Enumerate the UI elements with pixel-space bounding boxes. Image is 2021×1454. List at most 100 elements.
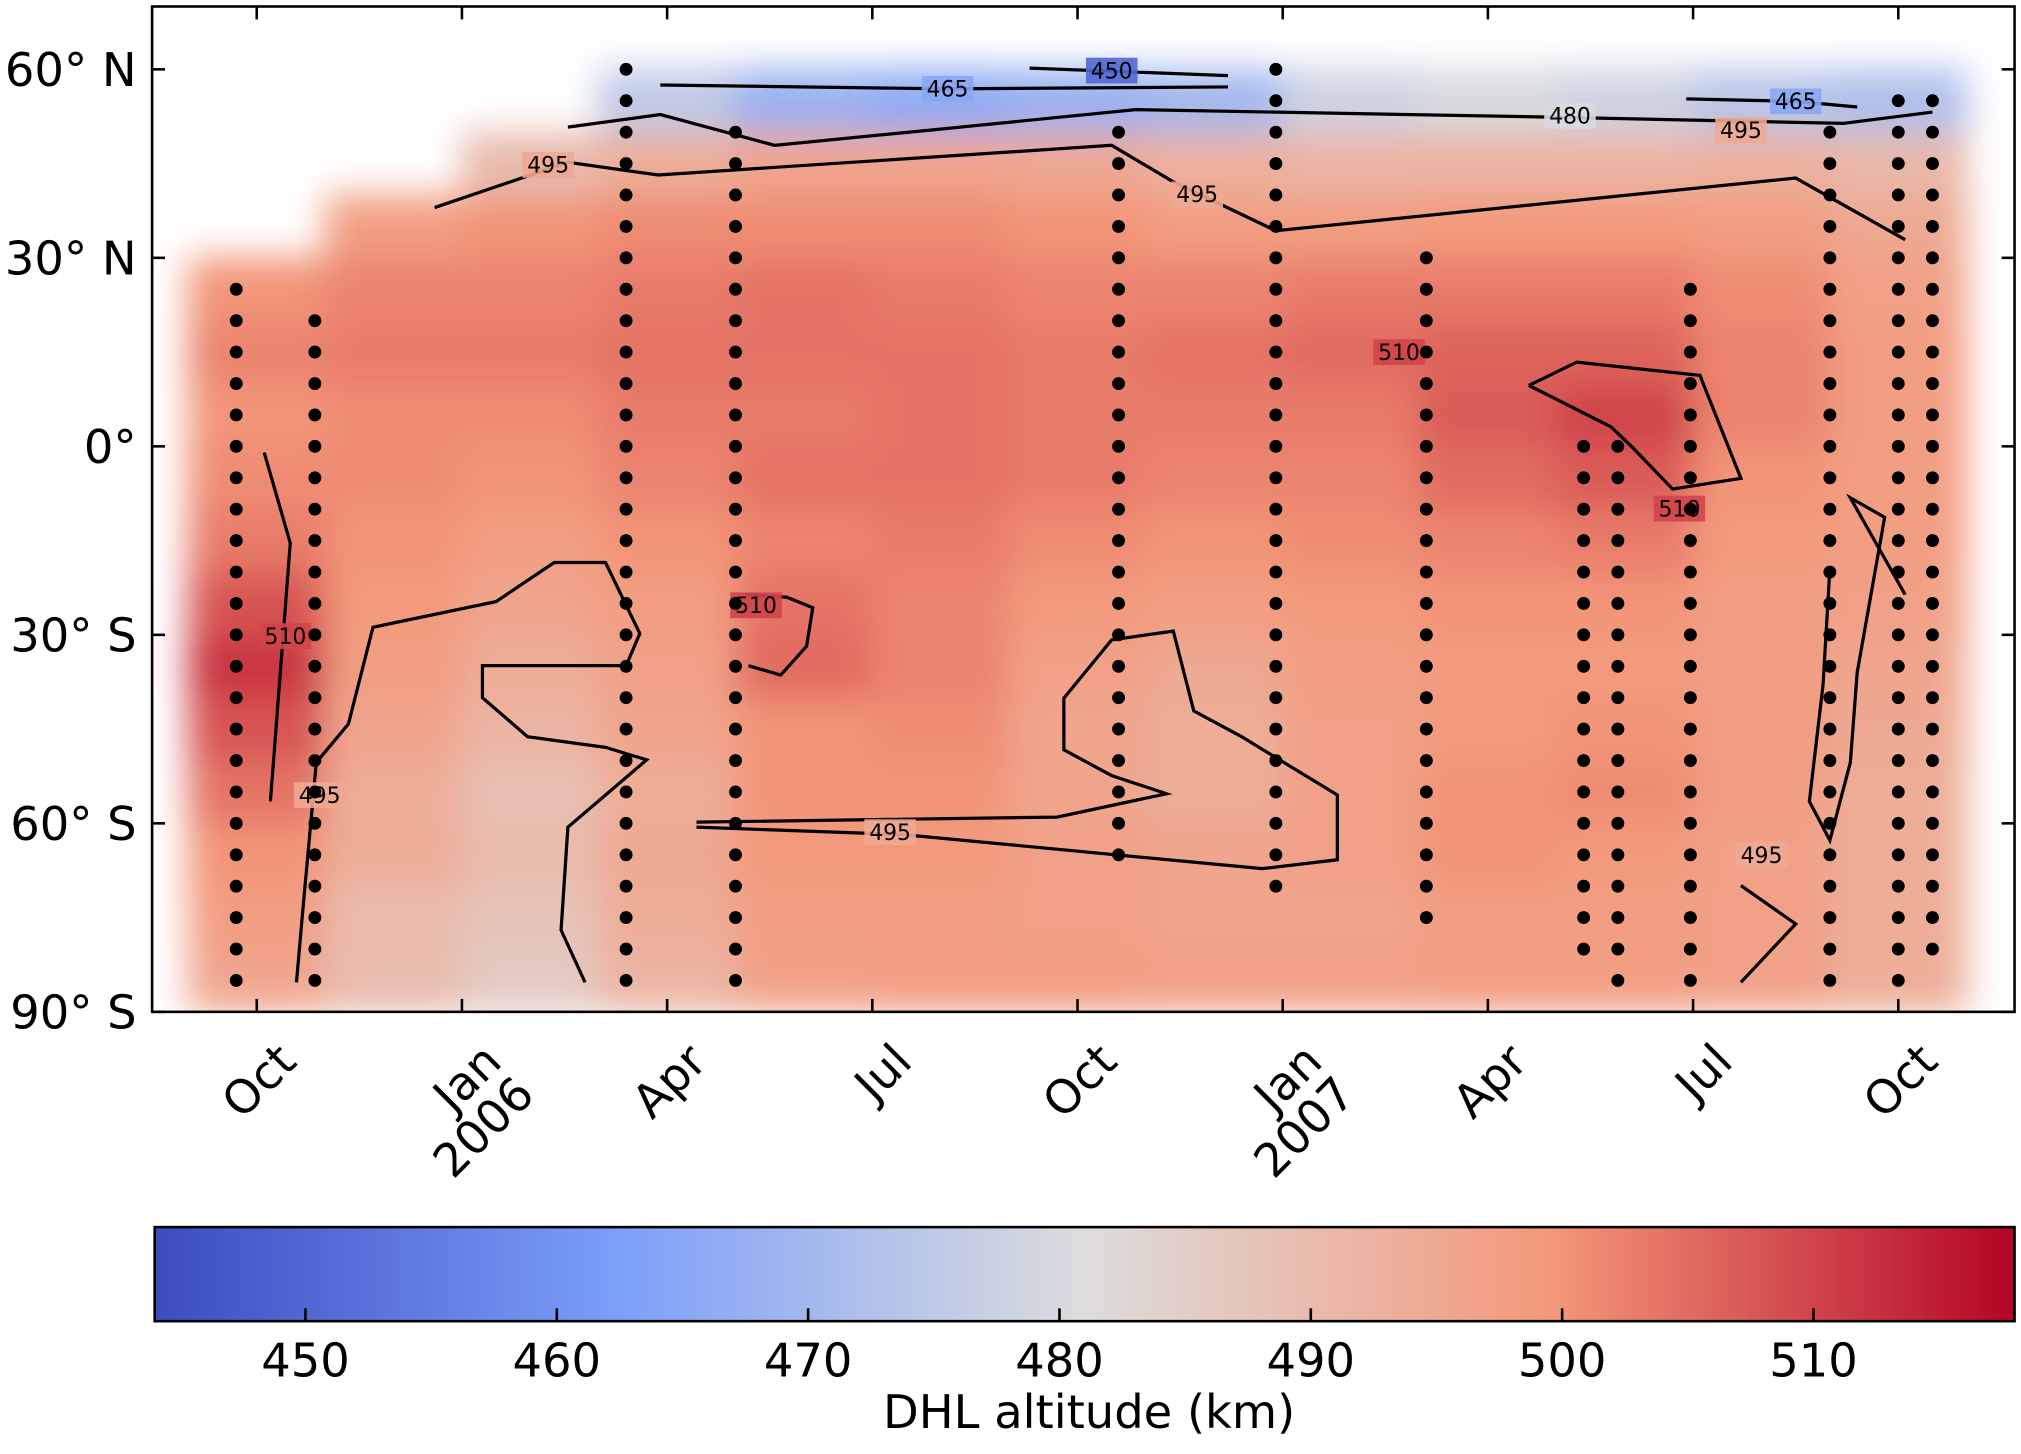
observation-dot (1926, 471, 1939, 485)
heat-cell (871, 885, 1010, 950)
heat-cell (324, 759, 463, 824)
observation-dot (619, 408, 633, 422)
observation-dot (229, 942, 243, 956)
observation-dot (1419, 314, 1433, 328)
observation-dot (1112, 848, 1125, 862)
heat-cell (1692, 508, 1831, 573)
observation-dot (1823, 502, 1837, 516)
y-tick-label: 60° N (5, 43, 137, 97)
heat-cell (1282, 131, 1421, 196)
heat-cell (324, 571, 463, 636)
heat-cell (598, 257, 737, 322)
heat-cell (1282, 571, 1421, 636)
heat-cell (461, 320, 600, 385)
observation-dot (1683, 282, 1697, 296)
heat-cell (1145, 948, 1284, 1011)
contour-label-bg (522, 151, 574, 178)
observation-dot (1611, 973, 1625, 987)
observation-dot (1269, 785, 1283, 799)
heat-cell (734, 382, 873, 447)
observation-dot (1823, 973, 1837, 987)
observation-dot (1112, 188, 1125, 202)
observation-dot (619, 219, 633, 233)
observation-dot (1112, 125, 1125, 139)
observation-dot (1112, 471, 1125, 485)
observation-dot (1926, 125, 1939, 139)
observation-dot (1926, 785, 1939, 799)
colorbar-tick-label: 470 (764, 1334, 853, 1388)
observation-dot (1611, 785, 1625, 799)
observation-dot (1926, 251, 1939, 265)
colorbar-label: DHL altitude (km) (883, 1385, 1295, 1439)
observation-dot (619, 659, 633, 673)
contour-label: 450 (1091, 59, 1133, 84)
observation-dot (1683, 691, 1697, 705)
observation-dot (1419, 502, 1433, 516)
observation-dot (1926, 408, 1939, 422)
heat-cell (1145, 382, 1284, 447)
observation-dot (308, 785, 322, 799)
observation-dot (1823, 628, 1837, 642)
colorbar-tick-label: 460 (513, 1334, 602, 1388)
observation-dot (1269, 502, 1283, 516)
observation-dot (1611, 691, 1625, 705)
heat-cell (1282, 194, 1421, 259)
heat-cell (1555, 759, 1694, 824)
contour-line (1807, 493, 1907, 845)
observation-dot (1823, 282, 1837, 296)
observation-dot (1269, 754, 1283, 767)
observation-dot (1891, 785, 1905, 799)
heat-cell (598, 885, 737, 950)
observation-dot (1112, 502, 1125, 516)
contour-label: 465 (927, 78, 969, 103)
observation-dot (1891, 973, 1905, 987)
observation-dot (619, 534, 633, 548)
observation-dot (1269, 408, 1283, 422)
observation-dot (1577, 534, 1591, 548)
heat-cell (1418, 508, 1557, 573)
observation-dot (1891, 879, 1905, 893)
observation-dot (1926, 816, 1939, 830)
observation-dot (619, 471, 633, 485)
observation-dot (619, 754, 633, 767)
heat-cell (871, 697, 1010, 762)
heat-cell (1008, 571, 1147, 636)
observation-dot (1419, 282, 1433, 296)
x-tick-label: Jan2007 (1211, 1033, 1365, 1187)
contour-label-bg (1544, 102, 1596, 129)
observation-dot (1112, 534, 1125, 548)
heat-cell (1145, 445, 1284, 510)
overlay: 4504654804954954654955105105105104954954… (229, 57, 1939, 987)
observation-dot (1419, 816, 1433, 830)
observation-dot (619, 911, 633, 925)
observation-dot (1269, 596, 1283, 610)
heat-cell (871, 320, 1010, 385)
heat-cell (1008, 194, 1147, 259)
heat-cell (598, 320, 737, 385)
heat-cell (1692, 257, 1831, 322)
observation-dot (308, 754, 322, 767)
observation-dot (1112, 345, 1125, 359)
observation-dot (1577, 816, 1591, 830)
observation-dot (1112, 439, 1125, 453)
contour-line (567, 108, 1933, 147)
observation-dot (1926, 879, 1939, 893)
observation-dot (1112, 816, 1125, 830)
observation-dot (619, 188, 633, 202)
observation-dot (229, 754, 243, 767)
observation-dot (729, 911, 742, 925)
heat-cell (1692, 634, 1831, 699)
observation-dot (1419, 911, 1433, 925)
observation-dot (1823, 471, 1837, 485)
contour-label: 495 (1741, 844, 1783, 869)
contour-label-bg (864, 819, 916, 846)
observation-dot (1926, 596, 1939, 610)
heat-cell (1555, 822, 1694, 887)
heat-cell (324, 320, 463, 385)
observation-dot (1419, 659, 1433, 673)
observation-dot (1577, 502, 1591, 516)
observation-dot (1419, 879, 1433, 893)
observation-dot (1891, 691, 1905, 705)
observation-dot (1891, 754, 1905, 767)
observation-dot (308, 439, 322, 453)
